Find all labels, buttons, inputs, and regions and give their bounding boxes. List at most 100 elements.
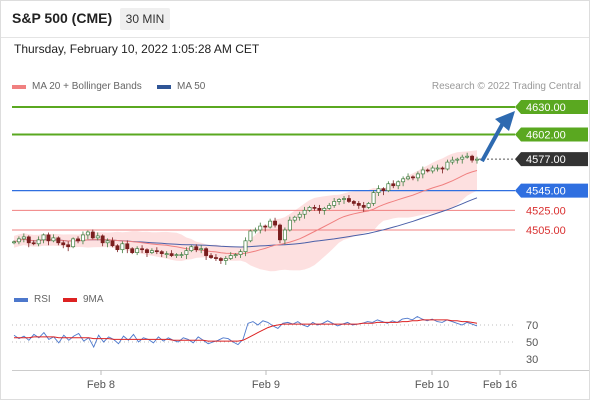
candle-body bbox=[470, 155, 475, 161]
candle-body bbox=[332, 201, 337, 206]
candle-body bbox=[71, 238, 76, 248]
candle-body bbox=[317, 208, 322, 211]
candle-body bbox=[263, 225, 268, 228]
candle-body bbox=[120, 243, 125, 251]
candle-body bbox=[475, 158, 479, 161]
level-tag-4602.00 bbox=[515, 127, 588, 142]
candle-body bbox=[460, 156, 465, 160]
candle-body bbox=[430, 167, 435, 172]
legend-ma20: MA 20 + Bollinger Bands bbox=[12, 81, 142, 92]
candle-body bbox=[440, 167, 445, 170]
candle-body bbox=[450, 159, 455, 163]
candle-body bbox=[194, 246, 199, 251]
candle-body bbox=[297, 213, 302, 218]
candle-body bbox=[351, 201, 356, 204]
candle-body bbox=[100, 235, 105, 244]
candle-body bbox=[61, 242, 66, 246]
x-tick-label-Feb 10: Feb 10 bbox=[415, 379, 449, 391]
candle-body bbox=[66, 244, 71, 248]
candle-body bbox=[268, 220, 273, 228]
candle-body bbox=[386, 183, 391, 191]
legend-ma20-label: MA 20 + Bollinger Bands bbox=[32, 81, 142, 92]
candle-body bbox=[51, 237, 56, 242]
x-tick-label-Feb 16: Feb 16 bbox=[483, 379, 517, 391]
candle-body bbox=[12, 241, 16, 244]
candle-body bbox=[115, 245, 120, 251]
candle-body bbox=[361, 205, 366, 208]
candle-body bbox=[76, 238, 80, 242]
candle-body bbox=[455, 158, 460, 161]
candle-body bbox=[31, 242, 36, 245]
candle-body bbox=[411, 176, 415, 179]
candle-body bbox=[164, 253, 169, 255]
ma9-swatch bbox=[63, 297, 77, 302]
candle-body bbox=[346, 198, 351, 202]
candle-body bbox=[238, 251, 243, 255]
candle-body bbox=[218, 258, 223, 261]
candle-body bbox=[376, 188, 381, 193]
candle-body bbox=[46, 234, 51, 242]
candle-body bbox=[248, 230, 253, 242]
candle-body bbox=[36, 239, 41, 245]
legend-rsi: RSI bbox=[14, 294, 51, 305]
candle-body bbox=[401, 178, 406, 183]
candle-body bbox=[213, 257, 218, 259]
rsi-ma9-line bbox=[14, 319, 478, 342]
candle-body bbox=[159, 251, 164, 254]
legend-ma50-label: MA 50 bbox=[177, 81, 206, 92]
level-label-4545.00: 4545.00 bbox=[526, 186, 566, 198]
candle-body bbox=[253, 229, 258, 232]
candle-body bbox=[371, 192, 376, 204]
candle-body bbox=[223, 258, 228, 261]
candle-body bbox=[21, 236, 26, 240]
candle-body bbox=[273, 220, 278, 226]
rsi-tick-70: 70 bbox=[526, 320, 538, 332]
candle-body bbox=[415, 173, 420, 179]
candle-body bbox=[307, 207, 312, 211]
candle-body bbox=[209, 255, 213, 258]
candle-body bbox=[85, 231, 90, 236]
rsi-line bbox=[13, 315, 478, 349]
candle-body bbox=[233, 254, 238, 256]
instrument-title: S&P 500 (CME) bbox=[12, 10, 113, 26]
candle-body bbox=[199, 248, 204, 251]
candle-body bbox=[292, 216, 297, 221]
ma50-swatch bbox=[157, 84, 171, 89]
candle-body bbox=[312, 207, 317, 209]
level-label-4577.00: 4577.00 bbox=[526, 154, 566, 166]
candle-body bbox=[135, 248, 140, 253]
candle-body bbox=[204, 248, 209, 256]
candle-body bbox=[445, 161, 450, 170]
level-label-4602.00: 4602.00 bbox=[526, 130, 566, 142]
candle-body bbox=[184, 250, 189, 255]
candle-body bbox=[435, 167, 440, 170]
candle-body bbox=[26, 236, 31, 244]
candle-body bbox=[95, 235, 100, 239]
x-tick-label-Feb 8: Feb 8 bbox=[87, 379, 115, 391]
candle-body bbox=[282, 229, 287, 241]
candle-body bbox=[391, 183, 396, 187]
candle-body bbox=[406, 176, 410, 180]
timeframe-badge[interactable]: 30 MIN bbox=[120, 8, 170, 30]
candle-body bbox=[337, 199, 342, 202]
candle-body bbox=[322, 208, 327, 211]
rsi-tick-30: 30 bbox=[526, 354, 538, 366]
candle-body bbox=[179, 254, 184, 256]
forecast-arrow-head bbox=[495, 111, 515, 131]
candle-body bbox=[169, 253, 174, 256]
candle-body bbox=[145, 249, 149, 253]
level-tag-4630.00 bbox=[515, 100, 588, 114]
x-tick-label-Feb 9: Feb 9 bbox=[252, 379, 280, 391]
rsi-swatch bbox=[14, 297, 28, 302]
candle-body bbox=[278, 224, 282, 241]
candle-body bbox=[140, 248, 145, 251]
rsi-tick-50: 50 bbox=[526, 337, 538, 349]
candle-body bbox=[465, 155, 470, 158]
level-label-4630.00: 4630.00 bbox=[526, 102, 566, 114]
legend-rsi-label: RSI bbox=[34, 294, 51, 305]
candle-body bbox=[425, 169, 430, 172]
candle-body bbox=[228, 255, 233, 259]
candle-body bbox=[327, 205, 332, 209]
